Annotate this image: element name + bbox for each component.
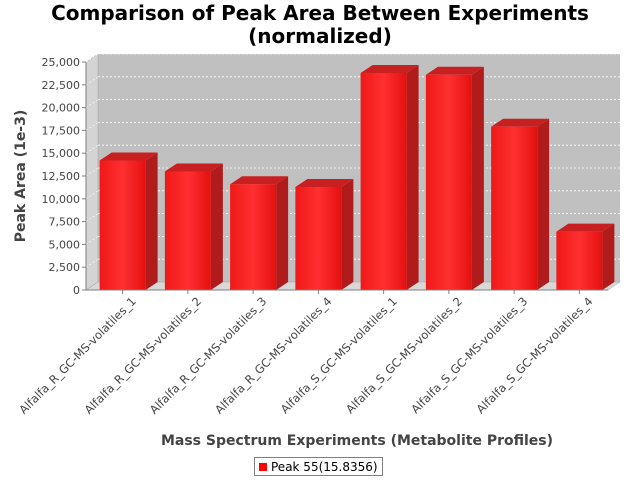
x-axis: Alfalfa_R_GC-MS-volatiles_1Alfalfa_R_GC-… — [16, 289, 608, 417]
y-tick-label: 22,500 — [42, 79, 81, 92]
chart-title-line-1: Comparison of Peak Area Between Experime… — [51, 1, 589, 25]
y-axis: 0 2,500 5,000 7,500 10,000 12,500 15,000 17,500… — [42, 56, 87, 297]
y-tick-label: 7,500 — [49, 216, 81, 229]
grid-line-side — [85, 99, 99, 108]
bar-top — [164, 163, 223, 172]
grid-lines — [85, 53, 620, 268]
bar-front — [556, 231, 603, 290]
bar — [425, 66, 484, 290]
bar-top — [491, 118, 550, 127]
x-tick-label: Alfalfa_S_GC-MS-volatiles_4 — [473, 294, 595, 416]
grid-line-side — [85, 122, 99, 131]
bar — [491, 118, 550, 290]
bar-side — [145, 152, 158, 290]
grid-line-side — [85, 53, 99, 63]
bar-top — [99, 152, 158, 161]
y-tick-label: 0 — [73, 284, 80, 297]
chart-title-line-2: (normalized) — [248, 24, 392, 48]
bar-front — [230, 184, 277, 290]
bar — [556, 223, 615, 290]
x-tick-label: Alfalfa_R_GC-MS-volatiles_2 — [82, 294, 204, 416]
bar-side — [210, 163, 223, 290]
x-axis-label: Mass Spectrum Experiments (Metabolite Pr… — [161, 433, 553, 449]
bar-side — [471, 66, 484, 290]
grid-line-side — [85, 190, 99, 200]
grid-line-side — [85, 76, 99, 86]
x-tick-label: Alfalfa_R_GC-MS-volatiles_1 — [16, 294, 138, 416]
y-tick-label: 12,500 — [42, 170, 81, 183]
grid-line-side — [85, 144, 99, 154]
bar-top — [230, 176, 289, 185]
bar-front — [99, 160, 146, 290]
bar-top — [360, 64, 419, 73]
bar-top — [295, 178, 354, 187]
bar — [360, 64, 419, 290]
grid-line-side — [85, 236, 99, 245]
bar — [295, 178, 354, 290]
bar-side — [276, 176, 289, 290]
bar — [230, 176, 289, 290]
bar-front — [164, 171, 211, 290]
bar — [99, 152, 158, 290]
chart-title: Comparison of Peak Area Between Experime… — [0, 2, 640, 48]
bar-side — [602, 223, 615, 290]
bar-front — [491, 126, 538, 290]
bar-front — [295, 186, 342, 290]
x-tick-label: Alfalfa_S_GC-MS-volatiles_1 — [278, 294, 400, 416]
y-axis-label: Peak Area (1e-3) — [13, 110, 29, 243]
y-tick-label: 2,500 — [49, 261, 81, 274]
bar-top — [556, 223, 615, 232]
bars — [99, 64, 615, 290]
bar-side — [537, 118, 550, 290]
legend-label: Peak 55(15.8356) — [271, 459, 378, 474]
y-tick-label: 17,500 — [42, 124, 81, 137]
legend: Peak 55(15.8356) — [254, 457, 383, 476]
bar-top — [425, 66, 484, 75]
y-tick-label: 20,000 — [42, 102, 81, 115]
y-tick-label: 10,000 — [42, 193, 81, 206]
bar-front — [425, 74, 472, 290]
grid-line-side — [85, 167, 99, 177]
y-tick-label: 5,000 — [49, 238, 81, 251]
bar — [164, 163, 223, 290]
x-tick-label: Alfalfa_S_GC-MS-volatiles_2 — [343, 294, 465, 416]
bar-side — [341, 178, 354, 290]
x-tick-label: Alfalfa_S_GC-MS-volatiles_3 — [408, 294, 530, 416]
y-tick-label: 15,000 — [42, 147, 81, 160]
plot-left-wall — [85, 53, 99, 291]
grid-line-side — [85, 213, 99, 222]
bar-side — [406, 64, 419, 290]
x-tick-label: Alfalfa_R_GC-MS-volatiles_3 — [147, 294, 269, 416]
bar-front — [360, 72, 407, 290]
x-tick-label: Alfalfa_R_GC-MS-volatiles_4 — [212, 294, 334, 416]
y-tick-label: 25,000 — [42, 56, 81, 69]
grid-line-side — [85, 258, 99, 268]
legend-swatch — [259, 462, 267, 471]
